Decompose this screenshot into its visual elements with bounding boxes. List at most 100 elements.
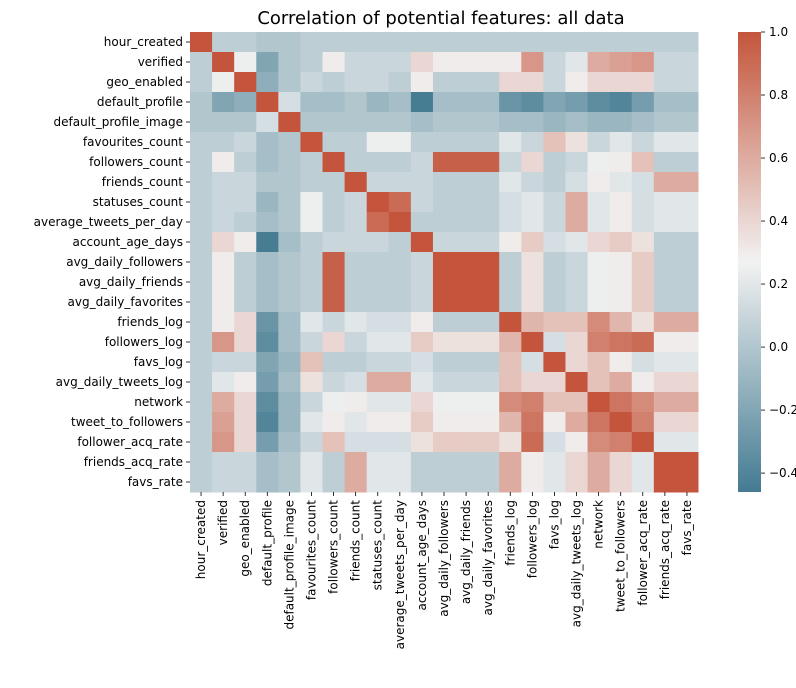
heatmap-cell [675,332,699,353]
heatmap-cell [587,132,611,153]
x-tick-label: default_profile [260,500,274,586]
heatmap-cell [366,52,390,73]
heatmap-cell [477,292,500,313]
heatmap-cell [322,192,346,213]
heatmap-cell [212,332,235,353]
heatmap-cell [543,432,566,453]
heatmap-cell [234,432,257,453]
heatmap-cell [653,232,677,253]
heatmap-cell [609,332,633,353]
heatmap-cell [455,232,478,253]
heatmap-cell [609,232,633,253]
heatmap-cell [366,272,390,293]
heatmap-cell [455,132,478,153]
heatmap-cell [477,372,500,393]
heatmap-cell [234,72,257,93]
x-tick-label: verified [216,500,230,545]
heatmap-cell [653,412,677,433]
heatmap-cell [631,452,655,473]
heatmap-cell [455,452,478,473]
heatmap-cell [190,112,213,133]
heatmap-cell [300,92,324,113]
y-tick-label: average_tweets_per_day [34,215,183,229]
heatmap-cell [190,72,213,93]
heatmap-cell [366,332,390,353]
heatmap-cell [234,152,257,173]
heatmap-cell [256,372,279,393]
heatmap-cell [410,352,434,373]
heatmap-cell [477,172,500,193]
heatmap-cell [631,172,655,193]
heatmap-cell [410,452,434,473]
y-tick-label: default_profile_image [53,115,183,129]
heatmap-cell [344,112,368,133]
heatmap-cell [543,32,566,53]
heatmap-cell [499,392,522,413]
y-tick-label: network [134,395,183,409]
heatmap-cell [366,432,390,453]
heatmap-cell [432,312,456,333]
heatmap-cell [587,452,611,473]
y-tick-label: verified [138,55,183,69]
heatmap-cell [366,192,390,213]
y-tick-label: statuses_count [93,195,184,209]
heatmap-cell [278,452,301,473]
heatmap-cell [631,472,655,493]
heatmap-cell [543,192,566,213]
heatmap-cell [587,92,611,113]
heatmap-cell [212,72,235,93]
heatmap-cell [543,152,566,173]
heatmap-cells [190,32,699,493]
colorbar-tick-label: 0.0 [769,340,788,354]
heatmap-cell [631,52,655,73]
heatmap-cell [675,312,699,333]
heatmap-cell [609,72,633,93]
heatmap-cell [609,192,633,213]
heatmap-cell [432,52,456,73]
heatmap-cell [631,112,655,133]
heatmap-cell [322,112,346,133]
heatmap-cell [344,352,368,373]
heatmap-cell [477,72,500,93]
heatmap-cell [499,32,522,53]
heatmap-cell [388,372,412,393]
heatmap-cell [455,112,478,133]
heatmap-cell [631,212,655,233]
heatmap-cell [499,272,522,293]
heatmap-cell [344,472,368,493]
heatmap-cell [521,52,544,73]
heatmap-cell [410,212,434,233]
heatmap-cell [256,112,279,133]
heatmap-cell [212,172,235,193]
heatmap-cell [675,292,699,313]
heatmap-cell [499,352,522,373]
heatmap-cell [388,72,412,93]
heatmap-cell [521,32,544,53]
heatmap-cell [256,392,279,413]
heatmap-cell [653,112,677,133]
heatmap-cell [234,272,257,293]
heatmap-cell [521,152,544,173]
heatmap-cell [190,52,213,73]
heatmap-cell [366,112,390,133]
heatmap-cell [587,432,611,453]
heatmap-cell [631,432,655,453]
heatmap-cell [521,432,544,453]
y-tick-label: hour_created [104,35,183,49]
heatmap-cell [543,352,566,373]
heatmap-cell [565,392,589,413]
heatmap-cell [388,432,412,453]
x-tick-label: avg_daily_tweets_log [570,500,584,627]
heatmap-cell [212,272,235,293]
heatmap-cell [631,72,655,93]
x-tick-label: avg_daily_favorites [481,500,495,615]
heatmap-cell [190,372,213,393]
heatmap-cell [366,212,390,233]
heatmap-cell [477,452,500,473]
x-tick-label: tweet_to_followers [614,500,628,612]
heatmap-cell [234,232,257,253]
heatmap-cell [499,292,522,313]
heatmap-cell [499,372,522,393]
heatmap-cell [675,92,699,113]
y-tick-label: avg_daily_friends [79,275,183,289]
